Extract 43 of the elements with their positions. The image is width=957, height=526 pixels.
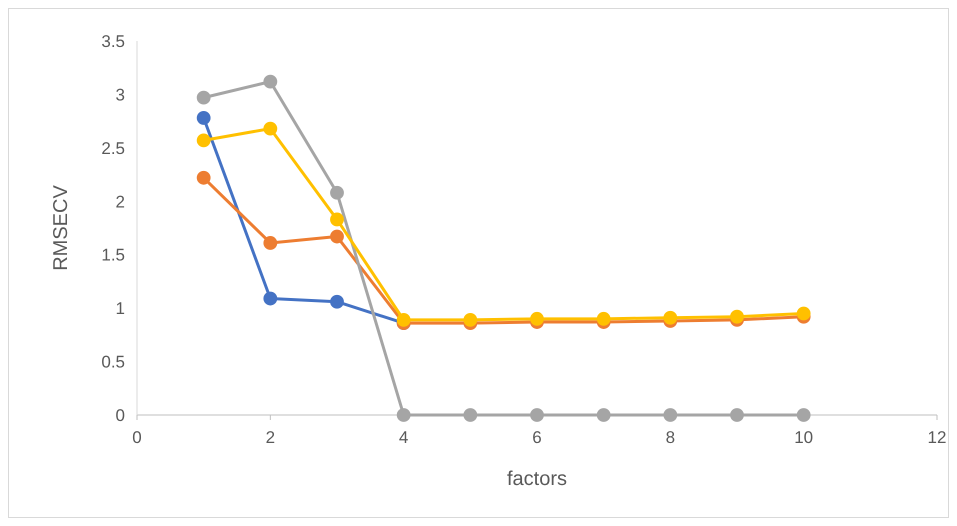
y-tick-label: 2.5 — [101, 138, 125, 158]
point — [196, 170, 211, 185]
point — [796, 306, 811, 320]
x-tick-label: 10 — [794, 428, 814, 447]
point — [663, 408, 678, 422]
y-tick-label: 1.5 — [101, 246, 125, 265]
point — [263, 236, 278, 250]
point — [796, 408, 811, 422]
point — [196, 133, 211, 148]
x-tick-label: 2 — [266, 428, 276, 447]
point — [396, 313, 411, 327]
y-axis-title: RMSECV — [50, 184, 72, 271]
point — [463, 408, 478, 422]
x-tick-label: 4 — [398, 428, 408, 447]
point — [263, 292, 278, 306]
point — [730, 310, 744, 324]
x-tick-label: 0 — [132, 428, 142, 447]
point — [196, 90, 211, 105]
point — [263, 74, 278, 88]
y-tick-label: 3.5 — [101, 32, 125, 51]
x-tick-label: 6 — [532, 428, 542, 447]
y-tick-label: 1 — [116, 299, 125, 318]
point — [330, 230, 344, 244]
point — [463, 313, 478, 327]
x-tick-label: 8 — [666, 428, 676, 447]
point — [196, 111, 211, 125]
point — [263, 122, 278, 136]
point — [530, 408, 544, 422]
x-axis-title: factors — [506, 468, 568, 490]
point — [596, 408, 611, 422]
point — [330, 294, 344, 309]
y-tick-label: 2 — [116, 192, 125, 212]
x-tick-label: 12 — [928, 428, 946, 447]
point — [596, 312, 611, 326]
y-tick-label: 0.5 — [101, 352, 125, 372]
point — [330, 212, 344, 226]
y-tick-label: 3 — [116, 85, 125, 104]
point — [730, 408, 744, 422]
point — [530, 312, 544, 326]
point — [663, 310, 678, 325]
point — [330, 186, 344, 200]
point — [396, 408, 411, 422]
y-tick-label: 0 — [116, 406, 125, 425]
